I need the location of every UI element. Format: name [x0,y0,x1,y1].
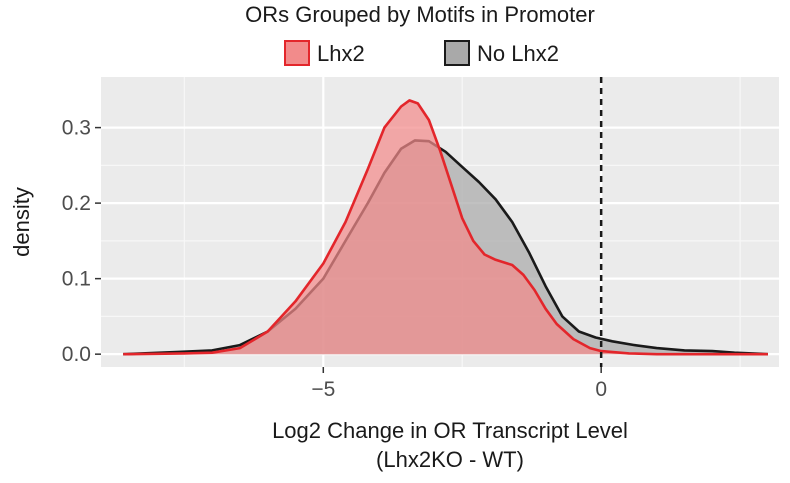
density-line-lhx2 [123,99,768,356]
y-tick-label: 0.3 [62,117,91,140]
x-tick-label: 0 [595,378,607,401]
legend-label-lhx2: Lhx2 [317,41,365,66]
x-axis-subtitle: (Lhx2KO - WT) [376,447,524,472]
legend-label-no-lhx2: No Lhx2 [477,41,559,66]
density-series [123,99,768,356]
density-area-lhx2 [123,100,768,355]
x-tick-label: −5 [311,378,335,401]
y-tick-label: 0.2 [62,192,91,215]
y-tick-label: 0.1 [62,268,91,291]
x-axis-title: Log2 Change in OR Transcript Level [272,418,628,443]
legend: Lhx2 No Lhx2 [284,40,559,66]
y-tick-label: 0.0 [62,343,91,366]
legend-key-no-lhx2 [444,40,470,66]
y-axis-title: density [9,187,34,257]
chart-title: ORs Grouped by Motifs in Promoter [245,2,595,27]
legend-key-lhx2 [284,40,310,66]
axes: 0.0 0.1 0.2 0.3 −5 0 [62,117,607,401]
